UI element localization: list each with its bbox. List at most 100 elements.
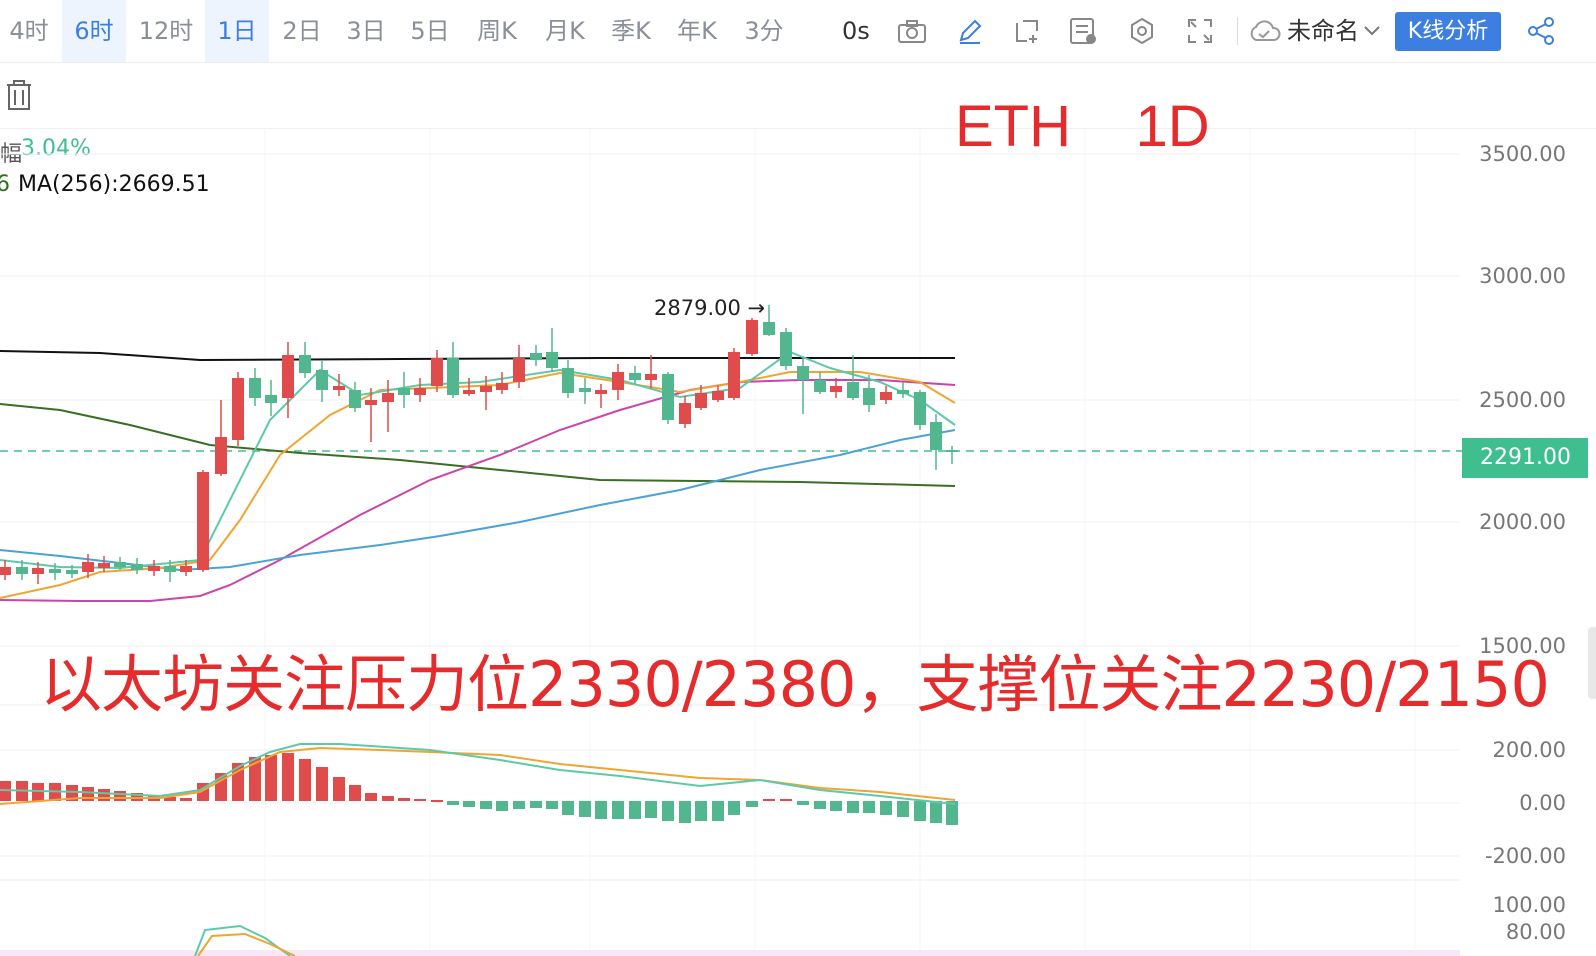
candle: [712, 385, 724, 402]
candle: [180, 560, 192, 576]
cloud-icon[interactable]: [1246, 15, 1282, 47]
price-tick-2000: 2000.00: [1479, 510, 1566, 534]
candle-body: [513, 358, 525, 382]
tf-1d[interactable]: 1日: [205, 0, 269, 62]
tf-5d[interactable]: 5日: [410, 17, 450, 45]
macd-bar: [830, 801, 842, 811]
candle: [265, 380, 277, 416]
chevron-down-icon[interactable]: [1362, 15, 1382, 47]
macd-bar: [880, 801, 892, 815]
macd-bar: [316, 767, 328, 801]
kdj-k-line: [194, 924, 291, 956]
candle-body: [679, 403, 691, 424]
candle: [282, 342, 294, 418]
candle: [333, 374, 345, 396]
candle: [66, 565, 78, 578]
candle: [382, 380, 394, 432]
macd-panel: [0, 743, 958, 825]
macd-bar: [249, 757, 261, 801]
macd-bar: [365, 793, 377, 801]
candle-body: [282, 355, 294, 398]
macd-bar: [645, 801, 657, 818]
candle: [695, 385, 707, 410]
candle-body: [365, 400, 377, 405]
indicator-icon[interactable]: [1067, 15, 1099, 47]
macd-bar: [629, 801, 641, 819]
macd-bar: [763, 799, 775, 801]
candle: [114, 557, 126, 570]
candle-body: [797, 366, 809, 380]
candle-body: [863, 388, 875, 405]
candle-body: [847, 382, 859, 398]
candle: [463, 378, 475, 396]
tf-3d[interactable]: 3日: [346, 17, 386, 45]
tf-week[interactable]: 周K: [477, 17, 517, 45]
tf-quarter[interactable]: 季K: [611, 17, 651, 45]
candle: [82, 554, 94, 578]
pencil-icon[interactable]: [954, 15, 986, 47]
ma-prefix: 6: [0, 172, 10, 197]
macd-bar: [282, 753, 294, 801]
share-icon[interactable]: [1525, 15, 1557, 47]
candle: [316, 360, 328, 402]
tf-year[interactable]: 年K: [677, 17, 717, 45]
macd-bar: [847, 801, 859, 813]
kdj-panel: [0, 924, 1460, 956]
layout-name[interactable]: 未命名: [1287, 17, 1359, 45]
candle-body: [662, 374, 674, 420]
candle-body: [946, 450, 958, 452]
candle: [349, 382, 361, 412]
macd-bar: [299, 759, 311, 801]
side-scroll-handle[interactable]: [1588, 627, 1596, 699]
candle-body: [447, 358, 459, 395]
macd-bar: [431, 800, 443, 802]
tf-month[interactable]: 月K: [545, 17, 585, 45]
macd-bar: [679, 801, 691, 823]
macd-bar: [662, 801, 674, 821]
kdj-d-line: [197, 932, 296, 956]
candle: [0, 560, 11, 580]
trash-icon[interactable]: [4, 79, 34, 115]
macd-bar: [863, 801, 875, 813]
candle: [513, 345, 525, 388]
candle-body: [629, 373, 641, 380]
macd-bar: [595, 801, 607, 819]
candle-body: [562, 368, 574, 393]
crop-icon[interactable]: [1011, 15, 1043, 47]
candle: [496, 372, 508, 394]
tf-12h[interactable]: 12时: [138, 17, 194, 45]
candle: [763, 305, 775, 336]
candle-body: [695, 393, 707, 408]
settings-icon[interactable]: [1126, 15, 1158, 47]
candle-body: [712, 391, 724, 400]
sub-toolbar: [0, 63, 1596, 129]
tf-2d[interactable]: 2日: [282, 17, 322, 45]
candle-body: [249, 378, 261, 398]
candle-body: [316, 370, 328, 390]
tf-6h[interactable]: 6时: [62, 0, 126, 62]
camera-icon[interactable]: [896, 15, 928, 47]
tf-4h[interactable]: 4时: [9, 17, 49, 45]
ma256-label: MA(256):2669.51: [18, 172, 210, 197]
tf-3min[interactable]: 3分: [744, 17, 784, 45]
candle-body: [530, 353, 542, 360]
candle: [612, 364, 624, 400]
candle-body: [49, 569, 61, 573]
candle: [797, 358, 809, 414]
candle-body: [496, 383, 508, 390]
candle-body: [780, 332, 792, 366]
macd-bar: [797, 801, 809, 805]
overlay-note: 以太坊关注压力位2330/2380，支撑位关注2230/2150: [40, 648, 1550, 721]
ma-lines: [0, 350, 956, 602]
kline-analysis-button[interactable]: K线分析: [1395, 12, 1501, 51]
candle: [830, 378, 842, 398]
macd-bar: [814, 801, 826, 809]
macd-bar: [562, 801, 574, 815]
candle: [530, 345, 542, 366]
candle-body: [431, 358, 443, 386]
fullscreen-icon[interactable]: [1184, 15, 1216, 47]
candle: [215, 400, 227, 476]
candle: [431, 350, 443, 392]
price-tick-1500: 1500.00: [1479, 634, 1566, 658]
